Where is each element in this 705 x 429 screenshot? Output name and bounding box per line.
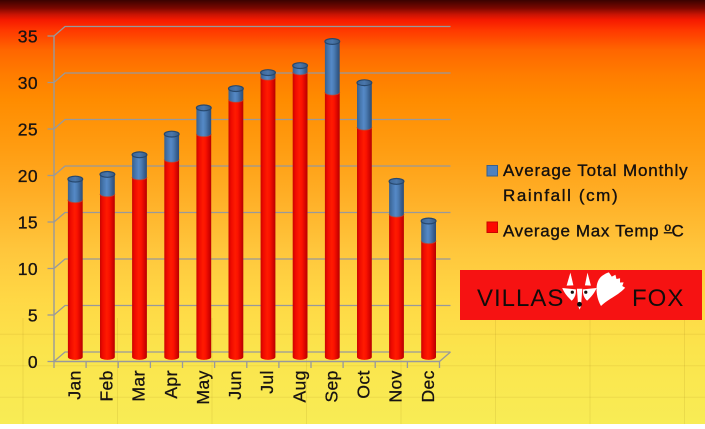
svg-text:Average Max Temp ºC: Average Max Temp ºC: [503, 222, 684, 241]
svg-text:Sep: Sep: [321, 370, 341, 402]
svg-text:25: 25: [18, 119, 38, 139]
svg-text:15: 15: [18, 212, 38, 232]
svg-text:30: 30: [18, 73, 38, 93]
svg-text:Average Total Monthly: Average Total Monthly: [503, 161, 688, 180]
svg-text:Oct: Oct: [354, 370, 374, 398]
svg-text:Apr: Apr: [161, 370, 181, 398]
svg-text:FOX: FOX: [632, 285, 684, 312]
svg-text:20: 20: [18, 166, 38, 186]
svg-text:Nov: Nov: [386, 370, 406, 402]
svg-text:10: 10: [18, 259, 38, 279]
svg-text:Feb: Feb: [97, 370, 117, 401]
svg-text:May: May: [193, 370, 213, 404]
svg-text:Jul: Jul: [257, 370, 277, 394]
svg-text:0: 0: [28, 352, 38, 372]
svg-text:Mar: Mar: [129, 370, 149, 401]
svg-text:Jun: Jun: [225, 370, 245, 399]
svg-text:Jan: Jan: [64, 370, 84, 399]
svg-text:35: 35: [18, 26, 38, 46]
svg-text:Rainfall (cm): Rainfall (cm): [503, 186, 619, 205]
svg-text:5: 5: [28, 305, 38, 325]
svg-text:VILLAS: VILLAS: [477, 285, 564, 312]
svg-text:Dec: Dec: [418, 370, 438, 402]
svg-text:Aug: Aug: [289, 370, 309, 402]
